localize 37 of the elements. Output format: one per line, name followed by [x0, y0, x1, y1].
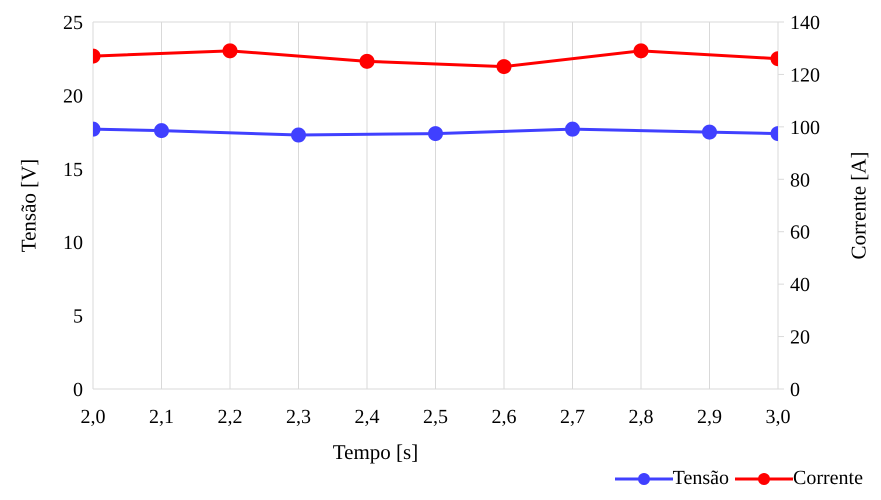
x-tick-label: 2,3: [286, 406, 311, 428]
point: [428, 126, 443, 142]
x-tick-label: 2,1: [149, 406, 174, 428]
legend-label: Tensão: [672, 467, 730, 490]
point: [291, 128, 306, 143]
x-tick-label: 2,6: [492, 406, 516, 428]
y2-tick-label: 0: [790, 379, 800, 401]
y2-tick-label: 40: [790, 274, 810, 296]
y-tick-label: 10: [63, 232, 83, 254]
x-tick-label: 2,0: [80, 406, 106, 428]
y-tick-label: 5: [73, 306, 83, 328]
y-tick-label: 15: [63, 158, 83, 181]
point: [360, 54, 374, 69]
x-tick-label: 3,0: [766, 406, 790, 428]
y2-axis-title: Corrente [A]: [846, 152, 870, 260]
point: [496, 59, 512, 74]
y-tick-label: 0: [73, 379, 83, 401]
point: [154, 123, 169, 138]
x-tick-label: 2,9: [697, 406, 722, 428]
y2-tick-label: 60: [790, 222, 810, 244]
x-tick-label: 2,7: [560, 406, 585, 428]
y-tick-label: 25: [63, 12, 83, 34]
x-tick-label: 2,8: [628, 406, 654, 428]
y-tick-label: 20: [63, 85, 83, 108]
y2-tick-label: 20: [790, 326, 810, 349]
y2-tick-label: 120: [790, 64, 820, 86]
legend-label: Corrente: [793, 467, 863, 490]
y2-tick-label: 140: [790, 12, 820, 34]
x-axis-title: Tempo [s]: [332, 440, 418, 464]
point: [702, 124, 717, 140]
point: [565, 122, 580, 137]
x-tick-label: 2,2: [218, 406, 242, 428]
x-tick-label: 2,5: [423, 406, 448, 428]
x-tick-label: 2,4: [354, 406, 380, 428]
y-axis-title: Tensão [V]: [16, 158, 40, 252]
y2-tick-label: 100: [790, 116, 820, 139]
y2-tick-label: 80: [790, 169, 810, 192]
